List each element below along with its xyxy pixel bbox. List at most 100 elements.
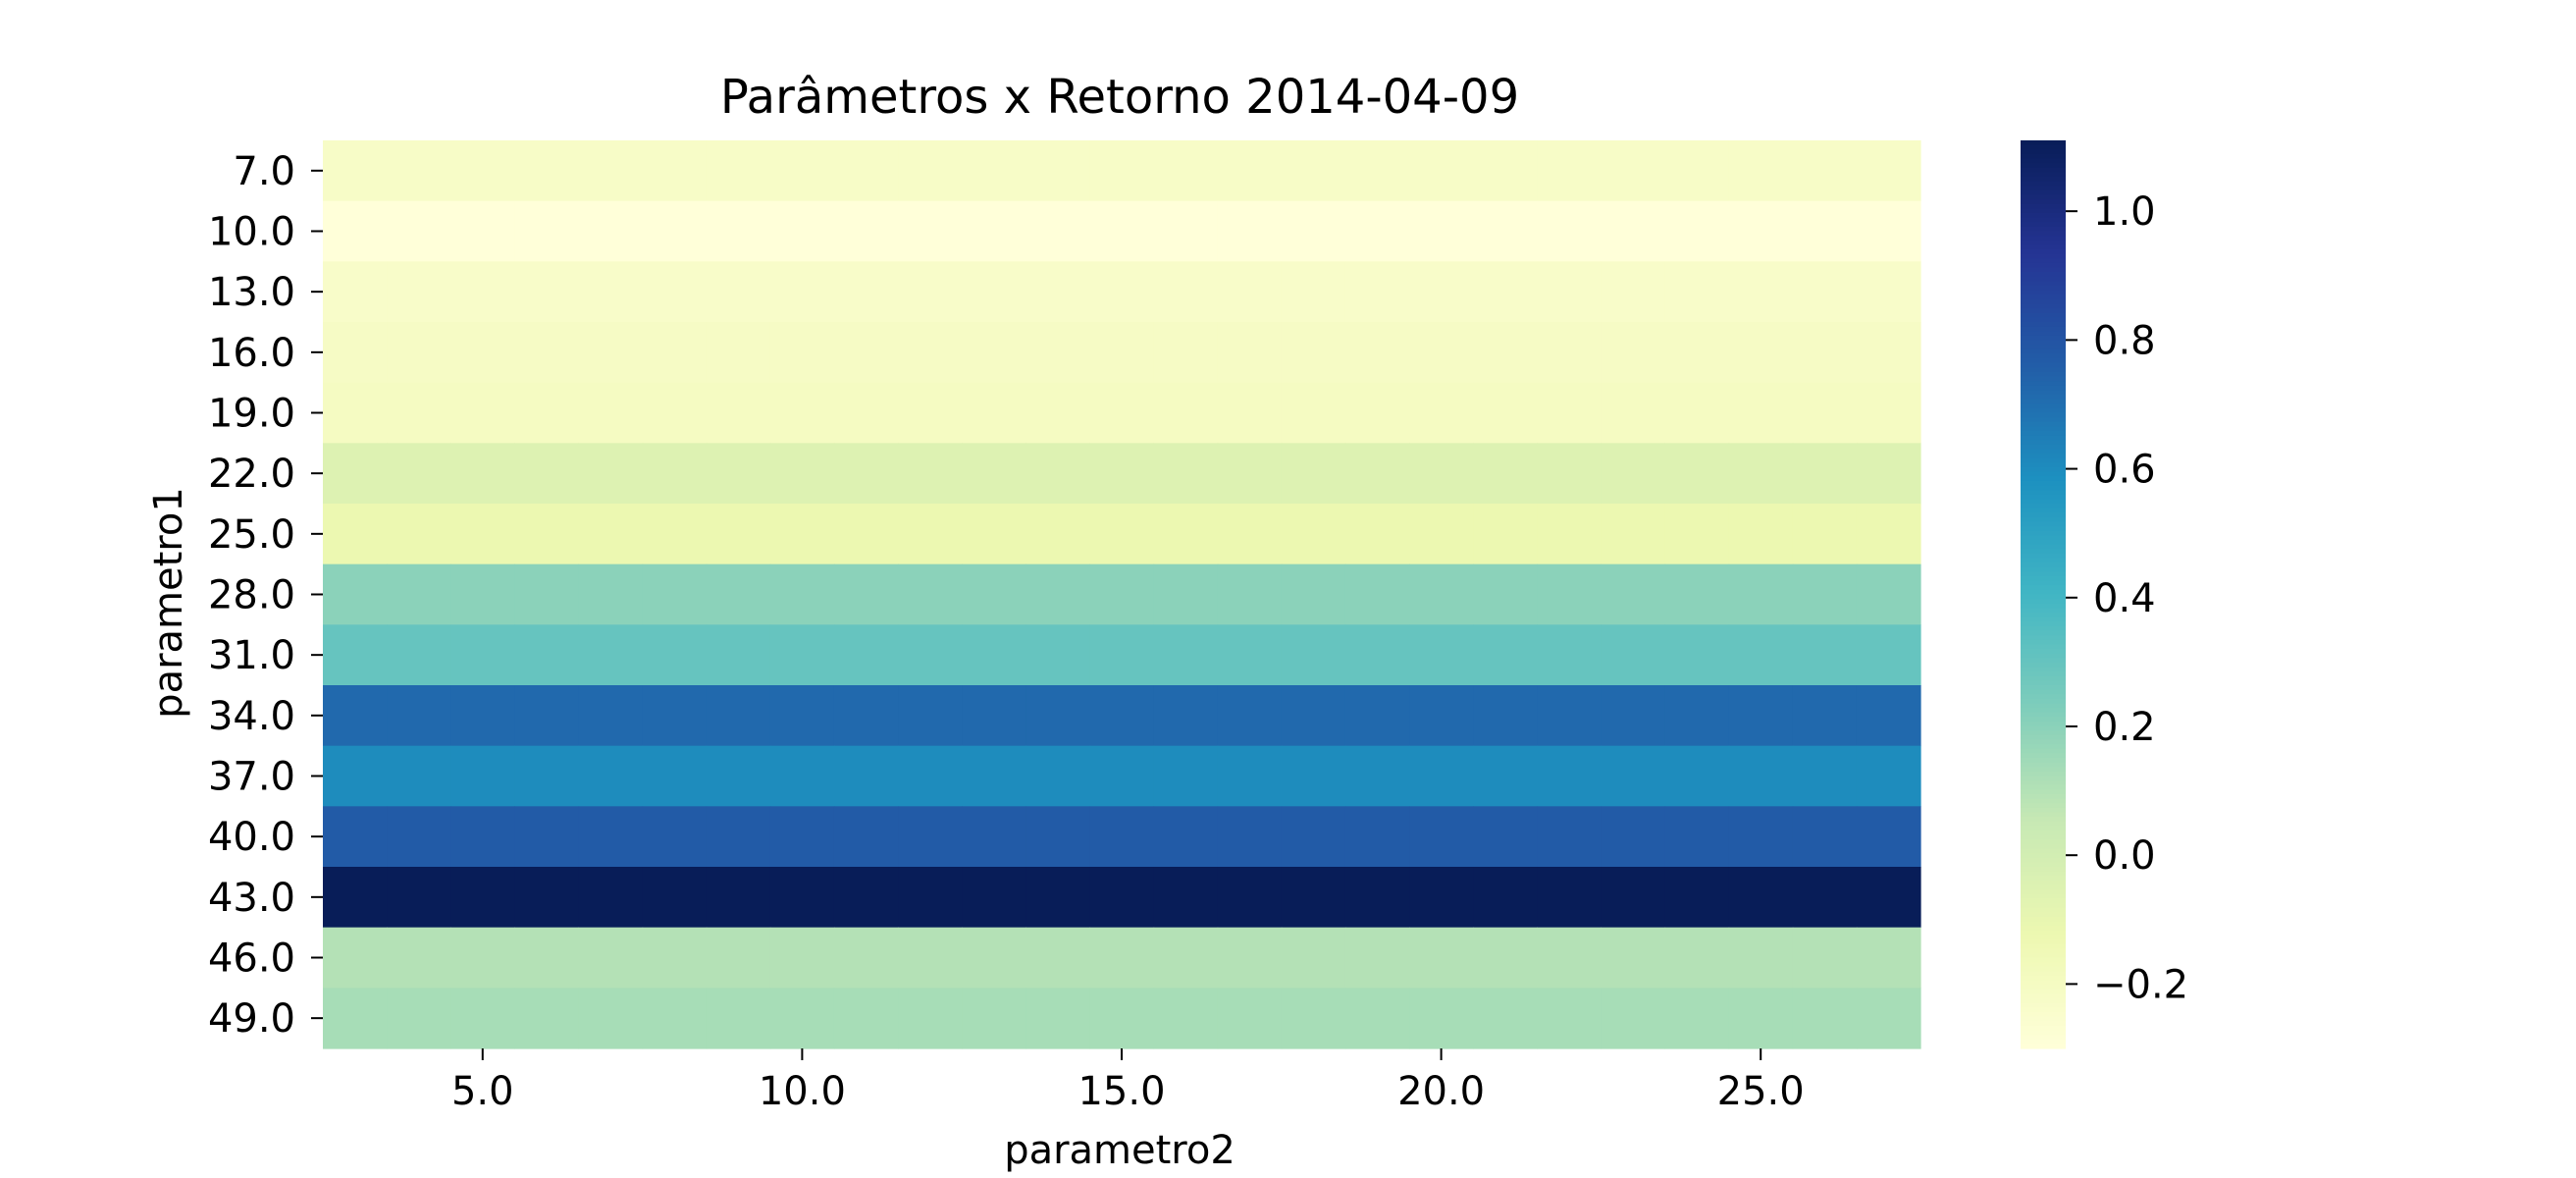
heatmap-cell — [1153, 140, 1219, 202]
heatmap-cell — [1664, 927, 1730, 989]
colorbar-segment — [2021, 499, 2066, 505]
colorbar-segment — [2021, 957, 2066, 963]
colorbar-segment — [2021, 521, 2066, 527]
heatmap-cell — [323, 140, 388, 202]
colorbar-segment — [2021, 993, 2066, 999]
colorbar-segment — [2021, 893, 2066, 899]
heatmap-cell — [1792, 140, 1858, 202]
heatmap-cell — [1664, 140, 1730, 202]
x-axis: 5.0 10.0 15.0 20.0 25.0 — [451, 1048, 1805, 1114]
colorbar-segment — [2021, 980, 2066, 986]
colorbar-segment — [2021, 494, 2066, 500]
heatmap-cell — [642, 200, 708, 262]
colorbar-segment — [2021, 535, 2066, 541]
heatmap-cell — [323, 261, 388, 323]
heatmap-cell — [1281, 806, 1346, 868]
colorbar-segment — [2021, 694, 2066, 700]
colorbar-segment — [2021, 395, 2066, 401]
heatmap-cell — [1537, 563, 1602, 625]
heatmap-cell — [1664, 624, 1730, 686]
heatmap-cell — [1217, 200, 1283, 262]
heatmap-cell — [962, 927, 1026, 989]
colorbar-segment — [2021, 613, 2066, 618]
colorbar-segment — [2021, 457, 2066, 463]
colorbar-segment — [2021, 884, 2066, 890]
heatmap-cell — [962, 806, 1026, 868]
heatmap-cell — [578, 867, 644, 929]
heatmap-cell — [706, 443, 771, 505]
x-tick-label: 10.0 — [759, 1069, 846, 1114]
y-tick-label: 28.0 — [208, 573, 295, 618]
y-axis-label: parametro1 — [146, 487, 191, 719]
colorbar-segment — [2021, 504, 2066, 509]
heatmap-cell — [1409, 624, 1474, 686]
colorbar-segment — [2021, 1012, 2066, 1018]
colorbar-segment — [2021, 685, 2066, 691]
heatmap-cell — [1792, 322, 1858, 384]
colorbar-segment — [2021, 276, 2066, 282]
heatmap-cell — [1344, 504, 1410, 565]
colorbar-segment — [2021, 952, 2066, 959]
heatmap-cell — [962, 867, 1026, 929]
heatmap-cell — [642, 443, 708, 505]
heatmap-cell — [1344, 382, 1410, 444]
heatmap-cell — [578, 261, 644, 323]
colorbar-segment — [2021, 476, 2066, 482]
heatmap-cell — [514, 685, 580, 747]
x-tick-label: 20.0 — [1397, 1069, 1485, 1114]
heatmap-cell — [1664, 443, 1730, 505]
y-tick-label: 49.0 — [208, 996, 295, 1042]
heatmap-cell — [706, 927, 771, 989]
colorbar-tick-label: 1.0 — [2093, 189, 2156, 235]
heatmap-cell — [1217, 624, 1283, 686]
heatmap-cell — [1537, 200, 1602, 262]
y-tick-label: 19.0 — [208, 392, 295, 437]
colorbar-tick-label: 0.2 — [2093, 705, 2156, 750]
heatmap-cell — [642, 867, 708, 929]
heatmap-cell — [1728, 261, 1794, 323]
heatmap-cell — [1792, 563, 1858, 625]
heatmap-cell — [1601, 927, 1666, 989]
colorbar-segment — [2021, 244, 2066, 250]
heatmap-cell — [1153, 200, 1219, 262]
heatmap-cell — [898, 504, 963, 565]
colorbar-segment — [2021, 921, 2066, 927]
heatmap-cell — [1664, 322, 1730, 384]
heatmap-cell — [1344, 806, 1410, 868]
heatmap-cell — [1473, 685, 1538, 747]
colorbar-segment — [2021, 236, 2066, 241]
colorbar-segment — [2021, 907, 2066, 913]
heatmap-cell — [1409, 140, 1474, 202]
heatmap-cell — [642, 504, 708, 565]
heatmap-cell — [1409, 322, 1474, 384]
heatmap-cell — [1217, 867, 1283, 929]
heatmap-cell — [1409, 382, 1474, 444]
heatmap-cell — [706, 745, 771, 807]
colorbar-segment — [2021, 362, 2066, 368]
y-tick-label: 25.0 — [208, 512, 295, 558]
heatmap-cell — [1025, 806, 1091, 868]
heatmap-cell — [514, 988, 580, 1049]
heatmap-cell — [769, 563, 835, 625]
heatmap-cell — [323, 867, 388, 929]
heatmap-cell — [1344, 140, 1410, 202]
heatmap-cell — [642, 322, 708, 384]
heatmap-cell — [578, 927, 644, 989]
colorbar-segment — [2021, 839, 2066, 845]
heatmap-cell — [514, 140, 580, 202]
colorbar-segment — [2021, 708, 2066, 714]
heatmap-cell — [642, 927, 708, 989]
colorbar-segment — [2021, 758, 2066, 764]
heatmap-cell — [1537, 745, 1602, 807]
heatmap-cell — [450, 261, 515, 323]
heatmap-cell — [769, 867, 835, 929]
heatmap-cell — [1728, 443, 1794, 505]
colorbar-segment — [2021, 616, 2066, 622]
colorbar-segment — [2021, 421, 2066, 427]
heatmap-cell — [1281, 624, 1346, 686]
heatmap-cell — [1153, 563, 1219, 625]
colorbar-segment — [2021, 172, 2066, 178]
colorbar-segment — [2021, 526, 2066, 532]
heatmap-cell — [1601, 745, 1666, 807]
colorbar-segment — [2021, 367, 2066, 373]
